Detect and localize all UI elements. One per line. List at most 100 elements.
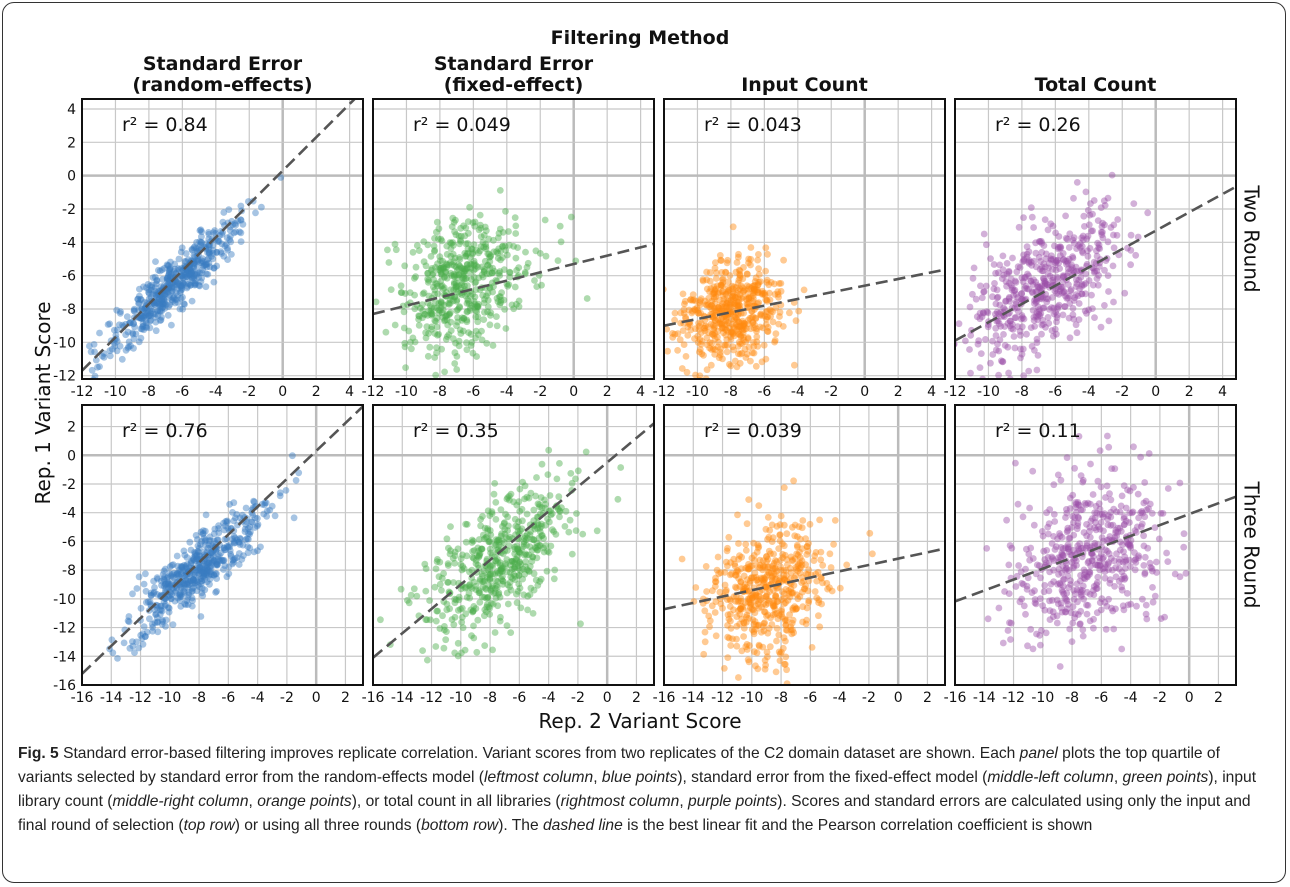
- data-point: [972, 295, 980, 303]
- data-point: [478, 545, 486, 553]
- data-point: [1127, 231, 1135, 239]
- data-point: [719, 355, 726, 363]
- data-point: [477, 224, 485, 232]
- data-point: [1180, 543, 1188, 551]
- data-point: [989, 337, 996, 345]
- data-point: [708, 305, 715, 313]
- data-point: [1055, 565, 1063, 573]
- data-point: [454, 607, 462, 614]
- data-point: [469, 349, 477, 357]
- data-point: [739, 319, 746, 327]
- data-point: [213, 560, 221, 567]
- data-point: [164, 274, 172, 282]
- data-point: [432, 371, 440, 379]
- data-point: [456, 254, 463, 261]
- data-point: [140, 580, 148, 588]
- data-point: [1020, 315, 1028, 323]
- x-tick-label: 0: [894, 690, 903, 706]
- data-point: [751, 321, 758, 329]
- data-point: [1041, 606, 1049, 614]
- data-point: [684, 332, 692, 339]
- data-point: [443, 274, 451, 282]
- data-point: [726, 603, 734, 610]
- data-point: [1053, 330, 1060, 338]
- data-point: [776, 657, 784, 664]
- data-point: [147, 589, 155, 597]
- data-point: [1146, 500, 1154, 508]
- data-point: [710, 324, 718, 332]
- y-tick-label: -6: [62, 269, 76, 285]
- data-point: [1025, 257, 1033, 264]
- data-point: [165, 604, 173, 612]
- data-point: [142, 317, 150, 324]
- data-point: [460, 268, 468, 275]
- data-point: [156, 267, 164, 275]
- data-point: [1091, 314, 1098, 321]
- data-point: [790, 477, 797, 485]
- data-point: [426, 343, 434, 351]
- data-point: [805, 599, 812, 606]
- data-point: [193, 270, 201, 278]
- data-point: [234, 217, 242, 225]
- data-point: [189, 584, 197, 592]
- data-point: [152, 258, 159, 265]
- data-point: [217, 549, 225, 557]
- data-point: [1102, 625, 1110, 633]
- data-point: [152, 327, 160, 335]
- data-point: [184, 578, 192, 585]
- data-point: [404, 301, 411, 308]
- data-point: [177, 282, 185, 289]
- data-point: [209, 255, 217, 263]
- data-point: [771, 606, 779, 613]
- data-point: [167, 572, 175, 580]
- data-point: [1083, 610, 1091, 618]
- data-point: [200, 569, 208, 577]
- data-point: [170, 294, 178, 301]
- data-point: [735, 266, 743, 274]
- data-point: [194, 566, 202, 574]
- data-point: [711, 288, 719, 295]
- data-point: [520, 538, 528, 546]
- data-point: [754, 286, 762, 294]
- data-point: [724, 544, 731, 552]
- data-point: [731, 562, 739, 570]
- data-point: [145, 312, 153, 320]
- data-point: [694, 307, 702, 314]
- data-point: [268, 502, 276, 510]
- data-point: [496, 593, 504, 601]
- data-point: [739, 326, 747, 334]
- data-point: [759, 324, 767, 332]
- data-point: [434, 290, 442, 298]
- data-point: [1112, 573, 1120, 581]
- data-point: [206, 533, 214, 541]
- data-point: [450, 273, 458, 281]
- data-point: [1075, 242, 1082, 249]
- data-point: [443, 316, 451, 324]
- data-point: [482, 243, 490, 251]
- data-point: [1029, 467, 1037, 475]
- data-point: [237, 229, 245, 237]
- data-point: [724, 328, 732, 335]
- data-point: [826, 550, 834, 558]
- data-point: [129, 642, 137, 650]
- data-point: [113, 337, 121, 345]
- data-point: [1180, 530, 1188, 538]
- data-point: [1001, 323, 1009, 330]
- data-point: [777, 280, 785, 287]
- data-point: [992, 300, 1000, 308]
- data-point: [423, 616, 431, 624]
- data-point: [976, 364, 984, 371]
- data-point: [486, 538, 493, 546]
- data-point: [1120, 515, 1128, 522]
- data-point: [167, 273, 175, 281]
- data-point: [970, 264, 978, 272]
- data-point: [523, 566, 531, 574]
- data-point: [198, 228, 206, 236]
- y-tick-label: 0: [67, 448, 76, 464]
- data-point: [989, 293, 996, 301]
- data-point: [485, 235, 493, 243]
- data-point: [193, 567, 201, 574]
- data-point: [1043, 281, 1051, 289]
- data-point: [498, 530, 505, 538]
- data-point: [469, 548, 476, 555]
